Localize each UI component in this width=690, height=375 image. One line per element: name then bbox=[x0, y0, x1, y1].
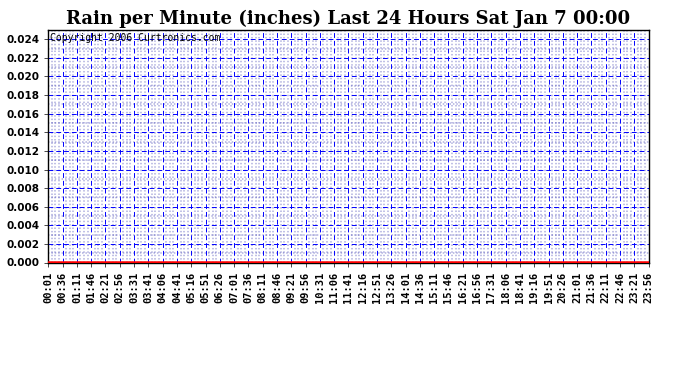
Title: Rain per Minute (inches) Last 24 Hours Sat Jan 7 00:00: Rain per Minute (inches) Last 24 Hours S… bbox=[66, 10, 631, 28]
Text: Copyright 2006 Curtronics.com: Copyright 2006 Curtronics.com bbox=[50, 33, 220, 44]
